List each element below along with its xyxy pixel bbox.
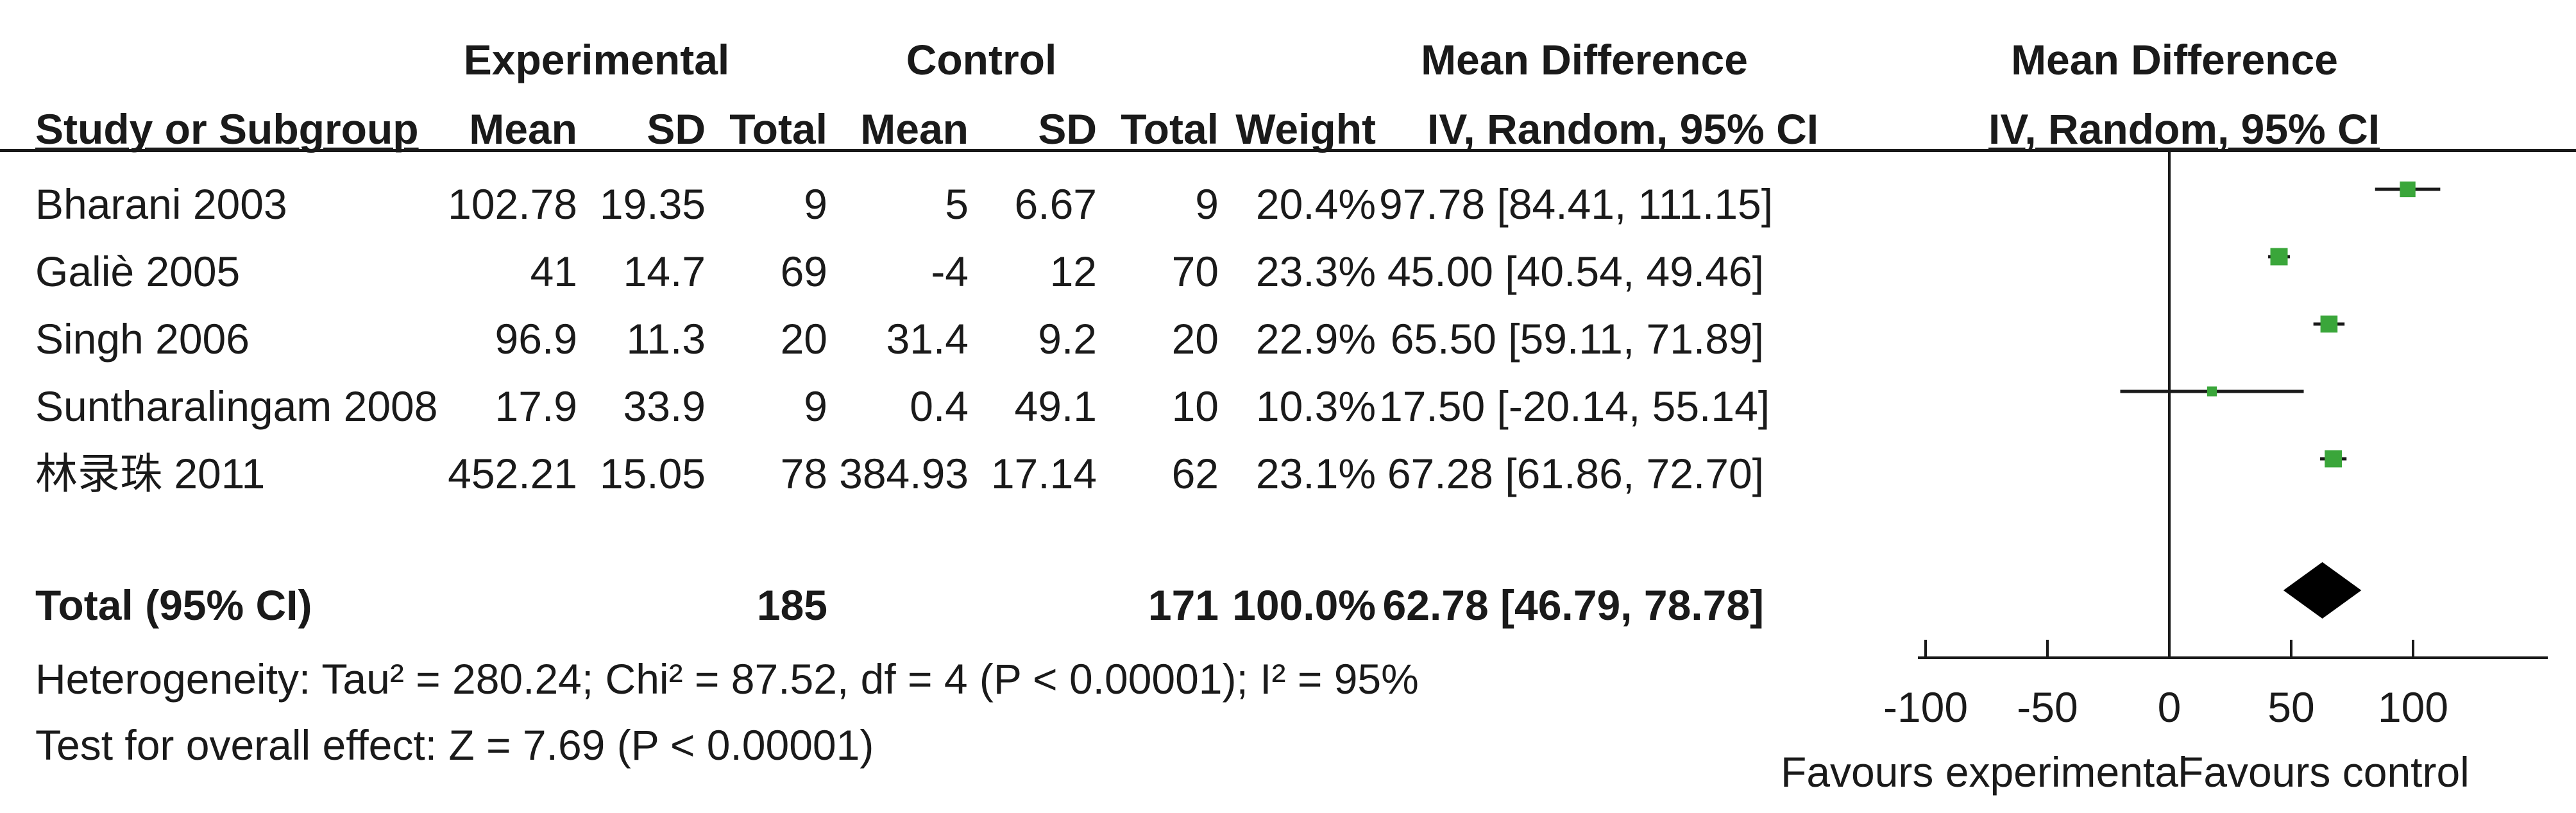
total-exp-n: 185	[756, 581, 827, 629]
exp-total: 78	[780, 450, 827, 497]
study-name: Galiè 2005	[35, 248, 241, 295]
ctrl-total: 20	[1171, 315, 1219, 363]
exp-mean: 17.9	[495, 382, 577, 430]
header-control: Control	[906, 36, 1057, 83]
total-weight: 100.0%	[1232, 581, 1376, 629]
study-name: Bharani 2003	[35, 180, 287, 228]
ctrl-sd: 6.67	[1014, 180, 1097, 228]
study-marker	[2320, 315, 2338, 333]
weight: 10.3%	[1255, 382, 1376, 430]
header-ctrl-total: Total	[1121, 105, 1219, 153]
total-ctrl-n: 171	[1148, 581, 1219, 629]
plot-header-md-ci: IV, Random, 95% CI	[1988, 105, 2380, 153]
ctrl-total: 9	[1195, 180, 1219, 228]
exp-total: 20	[780, 315, 827, 363]
md-ci: 65.50 [59.11, 71.89]	[1390, 315, 1764, 363]
x-axis-tick-label: 0	[2158, 683, 2182, 731]
exp-mean: 102.78	[448, 180, 577, 228]
x-axis-tick-label: -50	[2017, 683, 2078, 731]
exp-mean: 96.9	[495, 315, 577, 363]
ctrl-total: 62	[1171, 450, 1219, 497]
exp-mean: 452.21	[448, 450, 577, 497]
exp-sd: 11.3	[626, 315, 706, 363]
ctrl-sd: 17.14	[990, 450, 1097, 497]
header-study: Study or Subgroup	[35, 105, 419, 153]
favours-control-label: Favours control	[2178, 748, 2470, 796]
weight: 23.1%	[1255, 450, 1376, 497]
ctrl-sd: 9.2	[1038, 315, 1097, 363]
md-ci: 97.78 [84.41, 111.15]	[1379, 180, 1774, 228]
exp-mean: 41	[530, 248, 577, 295]
study-marker	[2207, 386, 2217, 397]
weight: 23.3%	[1255, 248, 1376, 295]
exp-total: 9	[804, 382, 827, 430]
header-experimental: Experimental	[463, 36, 730, 83]
ctrl-mean: 31.4	[886, 315, 969, 363]
study-marker	[2400, 181, 2416, 198]
x-axis-tick-label: -100	[1883, 683, 1968, 731]
x-axis-tick-label: 50	[2267, 683, 2314, 731]
heterogeneity-text: Heterogeneity: Tau² = 280.24; Chi² = 87.…	[35, 655, 1419, 703]
md-ci: 17.50 [-20.14, 55.14]	[1379, 382, 1770, 430]
overall-effect-text: Test for overall effect: Z = 7.69 (P < 0…	[35, 721, 874, 769]
study-name: Suntharalingam 2008	[35, 382, 438, 430]
md-ci: 45.00 [40.54, 49.46]	[1387, 248, 1764, 295]
study-marker	[2270, 248, 2288, 266]
header-rule	[0, 149, 2576, 152]
ctrl-mean: 5	[945, 180, 969, 228]
total-md-ci: 62.78 [46.79, 78.78]	[1382, 581, 1764, 629]
weight: 20.4%	[1255, 180, 1376, 228]
ctrl-mean: 384.93	[839, 450, 969, 497]
exp-sd: 14.7	[623, 248, 706, 295]
study-marker	[2325, 450, 2343, 468]
header-md-ci: IV, Random, 95% CI	[1427, 105, 1819, 153]
exp-total: 9	[804, 180, 827, 228]
header-exp-mean: Mean	[469, 105, 577, 153]
exp-sd: 33.9	[623, 382, 706, 430]
ctrl-total: 10	[1171, 382, 1219, 430]
plot-header-mean-difference: Mean Difference	[2011, 36, 2338, 83]
study-name: Singh 2006	[35, 315, 250, 363]
header-weight: Weight	[1235, 105, 1376, 153]
exp-sd: 15.05	[599, 450, 706, 497]
header-ctrl-sd: SD	[1038, 105, 1097, 153]
x-axis-tick-label: 100	[2378, 683, 2448, 731]
header-mean-difference: Mean Difference	[1421, 36, 1748, 83]
weight: 22.9%	[1255, 315, 1376, 363]
ctrl-sd: 12	[1049, 248, 1097, 295]
ctrl-sd: 49.1	[1014, 382, 1097, 430]
ctrl-total: 70	[1171, 248, 1219, 295]
header-exp-total: Total	[729, 105, 827, 153]
header-exp-sd: SD	[647, 105, 706, 153]
md-ci: 67.28 [61.86, 72.70]	[1387, 450, 1764, 497]
ctrl-mean: -4	[931, 248, 969, 295]
ctrl-mean: 0.4	[910, 382, 969, 430]
study-name: 林录珠 2011	[35, 450, 266, 497]
total-label: Total (95% CI)	[35, 581, 312, 629]
exp-sd: 19.35	[599, 180, 706, 228]
total-diamond	[2283, 562, 2362, 619]
favours-experimental-label: Favours experimental	[1781, 748, 2188, 796]
exp-total: 69	[780, 248, 827, 295]
header-ctrl-mean: Mean	[860, 105, 969, 153]
